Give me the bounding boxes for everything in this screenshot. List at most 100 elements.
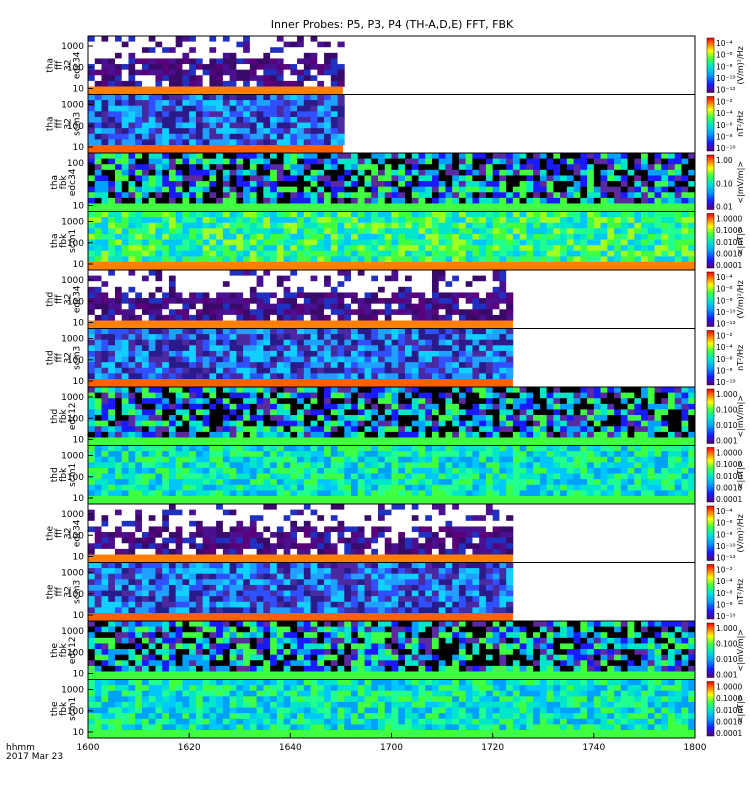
heatmap-cell xyxy=(141,445,150,452)
heatmap-cell xyxy=(526,387,534,394)
heatmap-cell xyxy=(303,175,311,182)
heatmap-cell xyxy=(499,275,507,282)
heatmap-cell xyxy=(519,169,527,176)
heatmap-cell xyxy=(404,164,413,171)
heatmap-cell xyxy=(465,367,473,374)
heatmap-cell xyxy=(337,186,345,193)
spectrogram-panel: 100010010thdfff32scm310⁻²10⁻⁴10⁻⁶10⁻⁸10⁻… xyxy=(46,328,745,388)
heatmap-cell xyxy=(162,111,170,118)
heatmap-cell xyxy=(479,345,487,352)
heatmap-cell xyxy=(270,467,278,474)
heatmap-cell xyxy=(634,197,642,204)
heatmap-cell xyxy=(445,286,453,293)
heatmap-cell xyxy=(452,298,460,305)
heatmap-cell xyxy=(88,339,96,346)
heatmap-cell xyxy=(276,490,284,497)
heatmap-cell xyxy=(539,250,548,257)
heatmap-cell xyxy=(674,169,682,176)
heatmap-cell xyxy=(371,462,379,469)
heatmap-cell xyxy=(182,462,190,469)
heatmap-cell xyxy=(243,133,251,140)
panel-label: thafbkscm1 xyxy=(50,229,78,253)
heatmap-cell xyxy=(162,153,170,160)
heatmap-cell xyxy=(297,392,305,399)
heatmap-cell xyxy=(337,222,345,229)
heatmap-cell xyxy=(351,456,359,463)
heatmap-cell xyxy=(317,473,325,480)
heatmap-cell xyxy=(371,403,379,410)
heatmap-cell xyxy=(168,41,177,48)
heatmap-cell xyxy=(88,292,96,299)
heatmap-cell xyxy=(431,479,440,486)
heatmap-cell xyxy=(418,484,426,491)
heatmap-cell xyxy=(283,387,291,394)
heatmap-cell xyxy=(94,403,102,410)
heatmap-cell xyxy=(303,420,311,427)
heatmap-cell xyxy=(209,431,217,438)
heatmap-cell xyxy=(101,270,109,277)
heatmap-cell xyxy=(445,479,453,486)
heatmap-cell xyxy=(620,426,628,433)
heatmap-cell xyxy=(479,473,487,480)
heatmap-cell xyxy=(506,228,514,235)
heatmap-cell xyxy=(249,350,258,357)
heatmap-cell xyxy=(546,175,554,182)
heatmap-cell xyxy=(418,362,426,369)
heatmap-cell xyxy=(384,334,392,341)
heatmap-cell xyxy=(128,133,136,140)
heatmap-cell xyxy=(404,426,413,433)
heatmap-cell xyxy=(627,197,635,204)
heatmap-cell xyxy=(216,217,224,224)
heatmap-cell xyxy=(371,367,379,374)
heatmap-cell xyxy=(411,186,419,193)
heatmap-cell xyxy=(492,164,500,171)
heatmap-cell xyxy=(195,479,204,486)
heatmap-cell xyxy=(344,420,352,427)
heatmap-cell xyxy=(519,426,527,433)
heatmap-cell xyxy=(303,52,311,59)
heatmap-cell xyxy=(195,197,204,204)
heatmap-cell xyxy=(580,415,588,422)
heatmap-cell xyxy=(121,275,129,282)
heatmap-cell xyxy=(519,484,527,491)
heatmap-cell xyxy=(371,286,379,293)
heatmap-cell xyxy=(303,373,311,380)
heatmap-cell xyxy=(270,169,278,176)
heatmap-cell xyxy=(121,80,129,87)
heatmap-cell xyxy=(202,75,210,82)
heatmap-cell xyxy=(344,250,352,257)
heatmap-cell xyxy=(499,314,507,321)
heatmap-cell xyxy=(351,334,359,341)
heatmap-cell xyxy=(425,239,433,246)
heatmap-cell xyxy=(512,175,521,182)
heatmap-cell xyxy=(135,128,143,135)
heatmap-cell xyxy=(222,367,231,374)
heatmap-cell xyxy=(168,250,177,257)
heatmap-cell xyxy=(270,409,278,416)
heatmap-cell xyxy=(546,228,554,235)
heatmap-cell xyxy=(121,462,129,469)
heatmap-cell xyxy=(573,256,581,263)
heatmap-cell xyxy=(209,398,217,405)
heatmap-cell xyxy=(452,164,460,171)
heatmap-cell xyxy=(337,75,345,82)
heatmap-cell xyxy=(155,298,163,305)
heatmap-cell xyxy=(88,345,96,352)
heatmap-cell xyxy=(263,228,271,235)
heatmap-cell xyxy=(182,345,190,352)
heatmap-cell xyxy=(519,445,527,452)
heatmap-cell xyxy=(452,426,460,433)
heatmap-cell xyxy=(128,403,136,410)
heatmap-cell xyxy=(533,164,541,171)
heatmap-cell xyxy=(148,426,156,433)
heatmap-cell xyxy=(418,286,426,293)
heatmap-cell xyxy=(661,158,669,165)
heatmap-cell xyxy=(458,345,467,352)
heatmap-cell xyxy=(182,197,190,204)
heatmap-cell xyxy=(479,197,487,204)
heatmap-cell xyxy=(162,275,170,282)
heatmap-cell xyxy=(391,334,399,341)
heatmap-cell xyxy=(438,445,446,452)
heatmap-cell xyxy=(249,75,258,82)
heatmap-cell xyxy=(539,245,548,252)
